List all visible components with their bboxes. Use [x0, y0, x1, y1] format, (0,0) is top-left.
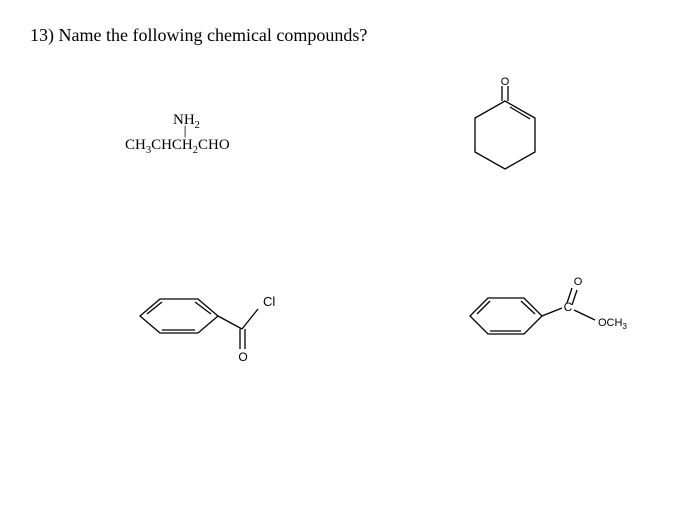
benzoyl-chloride-svg: Cl O: [110, 261, 290, 371]
compound-bottom-right: C O OCH3: [450, 256, 650, 366]
question-line: 13) Name the following chemical compound…: [30, 25, 670, 46]
o-label-br: O: [574, 276, 583, 288]
methyl-benzoate-svg: C O OCH3: [450, 256, 650, 366]
cyclohexenone-svg: O: [450, 76, 560, 186]
compound-top-right: O: [450, 76, 560, 186]
ch3-label: CH: [125, 137, 146, 153]
compound-bottom-left: Cl O: [110, 261, 290, 371]
compound-grid: NH2 │ CH3CHCH2CHO O: [30, 96, 670, 496]
chch2-label: CHCH: [151, 137, 193, 153]
question-number: 13): [30, 25, 54, 45]
och3-label: OCH3: [598, 317, 627, 331]
question-text: Name the following chemical compounds?: [59, 25, 368, 45]
c-label: C: [564, 300, 573, 314]
cho-label: CHO: [198, 137, 230, 153]
nh-sub: 2: [195, 120, 200, 131]
oxygen-label: O: [501, 76, 510, 88]
o-label-bl: O: [238, 350, 247, 364]
cl-label: Cl: [263, 294, 275, 309]
